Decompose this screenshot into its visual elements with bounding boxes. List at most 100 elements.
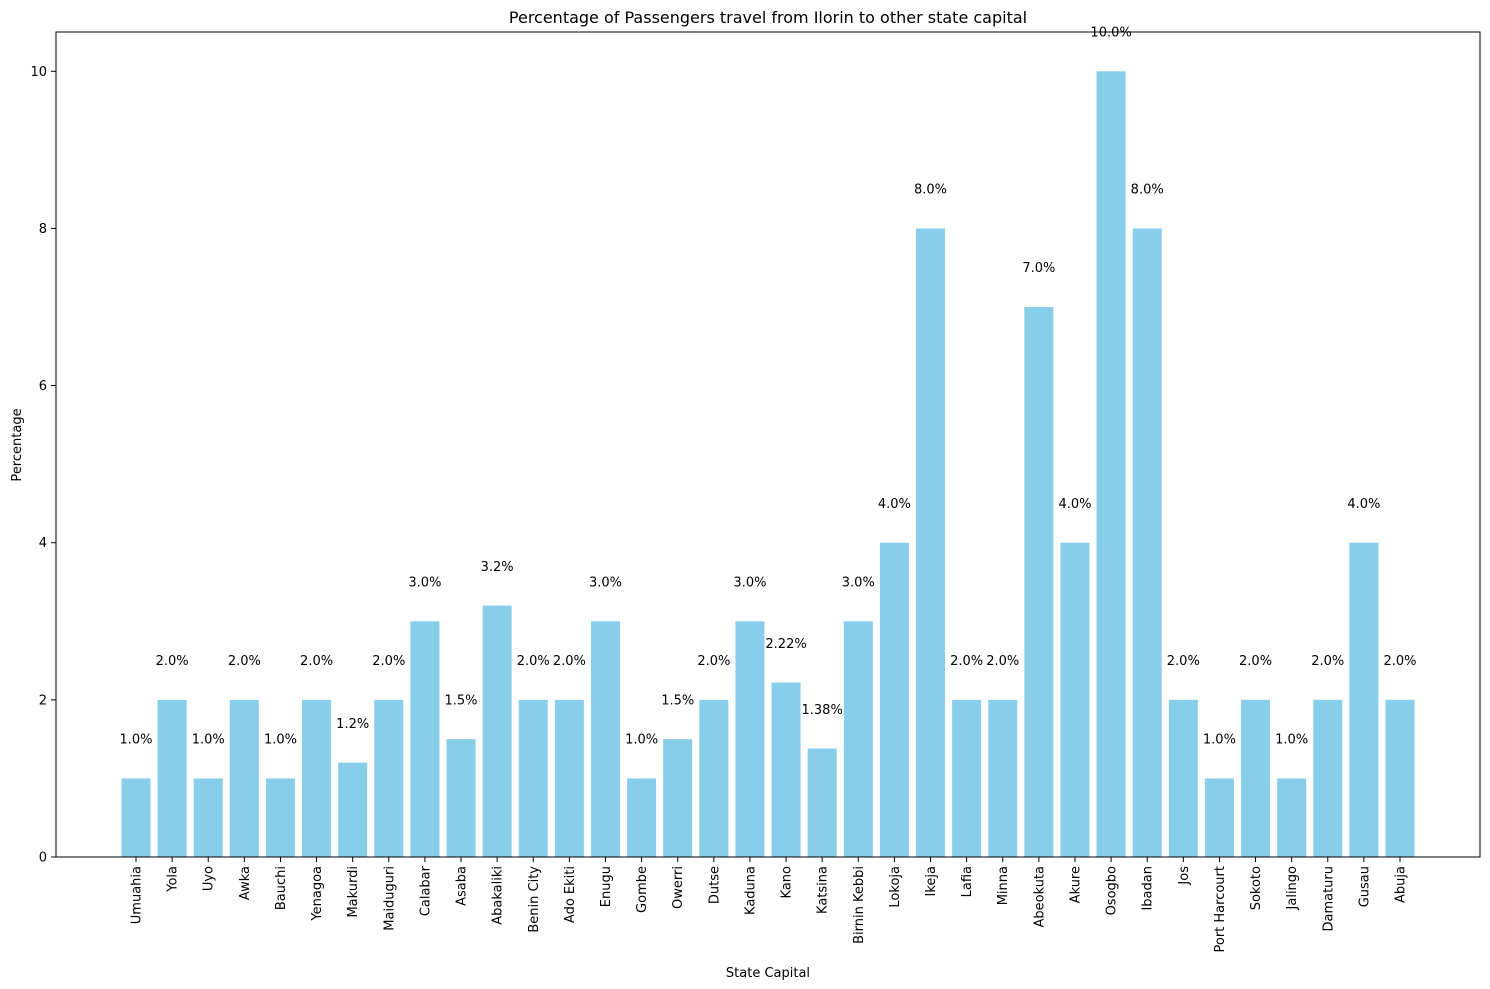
bar-value-label: 7.0% [1022, 261, 1055, 276]
x-tick-label: Ado Ekiti [563, 866, 578, 923]
bar-value-label: 1.0% [1275, 733, 1308, 748]
bar-gombe [627, 778, 657, 857]
bar-akure [1060, 542, 1090, 857]
x-tick-label: Yola [166, 866, 181, 893]
bar-bauchi [265, 778, 295, 857]
x-tick-label: Dutse [707, 866, 722, 904]
y-tick-label: 6 [39, 379, 47, 394]
bar-value-label: 3.0% [842, 576, 875, 591]
bar-value-label: 1.5% [661, 693, 694, 708]
bar-port-harcourt [1204, 778, 1234, 857]
bar-value-label: 1.0% [192, 733, 225, 748]
bar-benin-city [518, 699, 548, 857]
chart-title: Percentage of Passengers travel from Ilo… [509, 8, 1027, 27]
y-tick-label: 2 [39, 693, 47, 708]
x-tick-label: Abakaliki [491, 866, 506, 925]
x-tick-label: Abuja [1394, 866, 1409, 903]
bar-value-label: 2.0% [986, 654, 1019, 669]
bar-osogbo [1096, 71, 1126, 858]
bar-enugu [590, 621, 620, 857]
bar-value-label: 2.0% [156, 654, 189, 669]
x-tick-label: Port Harcourt [1213, 866, 1228, 953]
bar-kano [771, 682, 801, 857]
x-tick-label: Calabar [418, 865, 433, 916]
bar-value-label: 2.0% [228, 654, 261, 669]
x-tick-label: Uyo [202, 866, 217, 891]
x-tick-label: Lokoja [888, 866, 903, 908]
bar-value-label: 1.5% [445, 693, 478, 708]
bar-ado-ekiti [554, 699, 584, 857]
x-tick-label: Akure [1068, 866, 1083, 903]
bar-awka [229, 699, 259, 857]
bar-calabar [410, 621, 440, 857]
bar-lokoja [879, 542, 909, 857]
bar-value-label: 1.0% [1203, 733, 1236, 748]
bar-yola [157, 699, 187, 857]
bar-minna [988, 699, 1018, 857]
x-tick-label: Lafia [960, 866, 975, 897]
x-tick-label: Kano [780, 866, 795, 899]
x-tick-label: Awka [238, 866, 253, 900]
x-tick-label: Maiduguri [382, 866, 397, 931]
bar-value-label: 3.2% [481, 560, 514, 575]
x-axis: Umuahia Yola Uyo Awka Bauchi Yenagoa Makurdi Ma… [130, 857, 1409, 953]
x-tick-label: Jos [1177, 866, 1192, 886]
bar-value-label: 1.0% [264, 733, 297, 748]
y-axis-label: Percentage [10, 408, 25, 481]
x-tick-label: Minna [996, 866, 1011, 905]
bar-value-label: 2.0% [372, 654, 405, 669]
bar-value-label: 2.0% [300, 654, 333, 669]
bar-value-label: 2.0% [697, 654, 730, 669]
x-axis-label: State Capital [726, 966, 810, 981]
bar-jalingo [1277, 778, 1307, 857]
x-tick-label: Birnin Kebbi [852, 866, 867, 944]
y-tick-label: 4 [39, 536, 47, 551]
bar-value-label: 1.0% [625, 733, 658, 748]
bar-value-label: 4.0% [878, 497, 911, 512]
bar-lafia [952, 699, 982, 857]
bar-value-label: 8.0% [914, 183, 947, 198]
x-tick-label: Ibadan [1141, 866, 1156, 911]
x-tick-label: Damaturu [1321, 866, 1336, 932]
bar-value-label: 2.0% [1383, 654, 1416, 669]
bar-yenagoa [302, 699, 332, 857]
x-tick-label: Asaba [455, 866, 470, 906]
x-tick-label: Umuahia [130, 866, 145, 924]
bar-value-label: 2.0% [1311, 654, 1344, 669]
bar-dutse [699, 699, 729, 857]
bar-ibadan [1132, 228, 1162, 857]
x-tick-label: Gombe [635, 866, 650, 913]
bar-value-label: 8.0% [1131, 183, 1164, 198]
bar-value-label: 2.0% [517, 654, 550, 669]
value-labels-layer: 1.0% 2.0% 1.0% 2.0% 1.0% 2.0% 1.2% 2.0% 3.0% 1.5%… [119, 26, 1416, 748]
x-tick-label: Yenagoa [310, 866, 325, 922]
x-tick-label: Owerri [671, 866, 686, 909]
bar-value-label: 3.0% [408, 576, 441, 591]
x-tick-label: Makurdi [346, 866, 361, 918]
x-tick-label: Katsina [816, 866, 831, 914]
x-tick-label: Ikeja [924, 866, 939, 896]
y-tick-label: 10 [30, 65, 47, 80]
bar-sokoto [1241, 699, 1271, 857]
bar-value-label: 2.22% [765, 637, 806, 652]
x-tick-label: Osogbo [1105, 866, 1120, 915]
bar-gusau [1349, 542, 1379, 857]
bar-ikeja [916, 228, 946, 857]
bar-uyo [193, 778, 223, 857]
bar-value-label: 3.0% [733, 576, 766, 591]
bar-maiduguri [374, 699, 404, 857]
plot-frame [55, 31, 1481, 858]
bar-birnin-kebbi [843, 621, 873, 857]
bar-makurdi [338, 762, 368, 857]
bar-value-label: 10.0% [1090, 26, 1131, 41]
x-tick-label: Kaduna [743, 866, 758, 915]
bar-asaba [446, 739, 476, 857]
bar-jos [1168, 699, 1198, 857]
bar-value-label: 4.0% [1347, 497, 1380, 512]
x-tick-label: Sokoto [1249, 866, 1264, 910]
x-tick-label: Gusau [1357, 866, 1372, 907]
bar-owerri [663, 739, 693, 857]
bar-abakaliki [482, 605, 512, 857]
bar-damaturu [1313, 699, 1343, 857]
